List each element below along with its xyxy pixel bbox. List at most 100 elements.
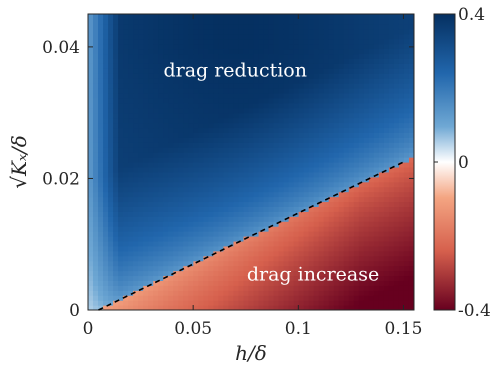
heatmap-cell: [118, 196, 124, 203]
heatmap-cell: [193, 48, 199, 55]
heatmap-cell: [128, 152, 134, 158]
heatmap-cell: [108, 250, 114, 257]
heatmap-cell: [208, 92, 214, 99]
heatmap-cell: [393, 48, 400, 55]
heatmap-cell: [313, 162, 320, 168]
heatmap-cell: [353, 68, 360, 74]
heatmap-cell: [108, 28, 114, 35]
heatmap-cell: [323, 201, 330, 207]
heatmap-cell: [393, 83, 400, 89]
heatmap-cell: [333, 255, 340, 262]
heatmap-cell: [198, 117, 204, 124]
heatmap-cell: [253, 265, 260, 272]
heatmap-cell: [113, 250, 119, 257]
heatmap-cell: [133, 147, 139, 153]
heatmap-cell: [163, 97, 169, 104]
heatmap-cell: [358, 231, 365, 237]
heatmap-cell: [143, 38, 149, 45]
heatmap-cell: [183, 102, 189, 109]
heatmap-cell: [178, 260, 184, 267]
heatmap-cell: [233, 88, 240, 94]
heatmap-cell: [133, 295, 139, 301]
heatmap-cell: [358, 92, 365, 99]
heatmap-cell: [218, 73, 225, 79]
heatmap-cell: [333, 221, 340, 227]
heatmap-cell: [218, 260, 225, 267]
heatmap-cell: [393, 38, 400, 45]
heatmap-cell: [408, 280, 414, 286]
heatmap-cell: [143, 211, 149, 217]
heatmap-cell: [248, 38, 255, 45]
heatmap-cell: [373, 305, 380, 310]
heatmap-cell: [403, 176, 410, 183]
heatmap-cell: [93, 240, 99, 247]
heatmap-cell: [253, 127, 260, 133]
heatmap-cell: [233, 14, 240, 20]
heatmap-cell: [198, 157, 204, 163]
heatmap-cell: [143, 250, 149, 257]
heatmap-cell: [293, 33, 300, 40]
annotation-drag-reduction: drag reduction: [163, 59, 307, 81]
heatmap-cell: [278, 250, 285, 257]
heatmap-cell: [113, 28, 119, 35]
heatmap-cell: [178, 240, 184, 247]
heatmap-cell: [298, 181, 305, 188]
heatmap-cell: [218, 201, 225, 207]
heatmap-cell: [123, 221, 129, 227]
heatmap-cell: [238, 171, 245, 178]
heatmap-cell: [298, 221, 305, 227]
heatmap-cell: [243, 162, 250, 168]
heatmap-cell: [408, 181, 414, 188]
heatmap-cell: [128, 295, 134, 301]
heatmap-cell: [193, 196, 199, 203]
heatmap-cell: [233, 43, 240, 50]
heatmap-cell: [178, 171, 184, 178]
heatmap-cell: [308, 142, 315, 148]
heatmap-cell: [318, 176, 325, 183]
heatmap-cell: [233, 18, 240, 25]
heatmap-cell: [108, 127, 114, 133]
heatmap-cell: [263, 18, 270, 25]
heatmap-cell: [118, 295, 124, 301]
heatmap-cell: [88, 186, 94, 193]
heatmap-cell: [298, 127, 305, 133]
heatmap-cell: [348, 250, 355, 257]
heatmap-cell: [383, 147, 390, 153]
heatmap-cell: [283, 171, 290, 178]
heatmap-cell: [98, 295, 104, 301]
heatmap-cell: [123, 18, 129, 25]
heatmap-cell: [128, 181, 134, 188]
heatmap-cell: [303, 117, 310, 124]
heatmap-cell: [388, 14, 395, 20]
heatmap-cell: [348, 216, 355, 222]
heatmap-cell: [88, 176, 94, 183]
heatmap-cell: [368, 137, 375, 143]
heatmap-cell: [88, 265, 94, 272]
heatmap-cell: [148, 53, 154, 59]
heatmap-cell: [163, 152, 169, 158]
heatmap-cell: [268, 127, 275, 133]
heatmap-cell: [273, 260, 280, 267]
heatmap-cell: [153, 186, 159, 193]
heatmap-cell: [118, 201, 124, 207]
heatmap-cell: [358, 147, 365, 153]
heatmap-cell: [208, 236, 214, 242]
heatmap-cell: [373, 260, 380, 267]
heatmap-cell: [393, 196, 400, 203]
heatmap-cell: [253, 68, 260, 74]
heatmap-cell: [358, 152, 365, 158]
heatmap-cell: [153, 147, 159, 153]
heatmap-cell: [328, 171, 335, 178]
heatmap-cell: [163, 245, 169, 252]
x-tick-label: 0.15: [385, 319, 423, 339]
heatmap-cell: [163, 300, 169, 306]
heatmap-cell: [298, 245, 305, 252]
heatmap-cell: [123, 245, 129, 252]
heatmap-cell: [403, 38, 410, 45]
heatmap-cell: [248, 112, 255, 119]
heatmap-cell: [363, 260, 370, 267]
heatmap-cell: [353, 240, 360, 247]
heatmap-cell: [378, 231, 385, 237]
heatmap-cell: [268, 28, 275, 35]
heatmap-cell: [368, 23, 375, 30]
